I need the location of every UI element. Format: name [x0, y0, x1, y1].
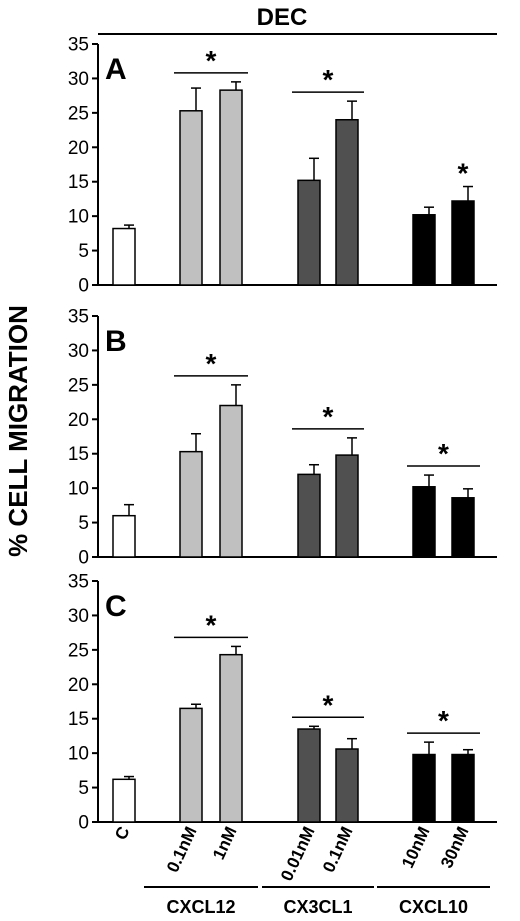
y-tick-label: 15: [68, 709, 89, 730]
panel-label: C: [105, 590, 127, 623]
significance-star: *: [206, 609, 217, 640]
bar: [219, 404, 243, 558]
bar: [412, 486, 436, 558]
y-tick-label: 25: [68, 375, 89, 396]
bar: [335, 454, 359, 558]
panel-label: B: [105, 325, 127, 358]
bar: [297, 473, 321, 558]
y-tick-label: 10: [68, 479, 89, 500]
significance-star: *: [323, 64, 334, 95]
chart-title: DEC: [257, 4, 308, 31]
bar: [335, 118, 359, 286]
header: DEC: [98, 4, 497, 35]
y-tick-label: 35: [68, 572, 89, 593]
y-tick-label: 20: [68, 675, 89, 696]
panel-b: 0 5 10 15 20 25 30 35 B * * *: [68, 307, 497, 569]
bar: [179, 110, 203, 286]
bar: [179, 707, 203, 823]
significance-star: *: [438, 438, 449, 469]
significance-star: *: [458, 158, 469, 189]
y-tick-label: 0: [78, 548, 89, 569]
bar: [112, 514, 136, 558]
panels: 0 5 10 15 20 25 30 35 A * * * 0 5 10 15 20 25 30 35 B * * * 0 5 10…: [68, 35, 497, 834]
bar: [112, 778, 136, 823]
panel-a: 0 5 10 15 20 25 30 35 A * * *: [68, 35, 497, 297]
y-tick-label: 25: [68, 103, 89, 124]
group-label: CX3CL1: [283, 897, 352, 917]
y-tick-label: 25: [68, 640, 89, 661]
bar: [219, 653, 243, 823]
category-label: C: [111, 824, 133, 843]
category-label: 10nM: [398, 824, 434, 871]
bar: [335, 748, 359, 823]
significance-star: *: [323, 401, 334, 432]
bar: [451, 753, 475, 823]
y-tick-label: 10: [68, 744, 89, 765]
y-tick-label: 0: [78, 813, 89, 834]
significance-star: *: [206, 45, 217, 76]
bar: [451, 497, 475, 558]
bar: [112, 227, 136, 286]
y-tick-label: 30: [68, 606, 89, 627]
y-tick-label: 0: [78, 276, 89, 297]
bar: [297, 179, 321, 286]
y-tick-label: 10: [68, 207, 89, 228]
y-tick-label: 5: [78, 241, 89, 262]
panel-label: A: [105, 53, 127, 86]
panel-c: 0 5 10 15 20 25 30 35 C * * *: [68, 572, 497, 834]
significance-star: *: [206, 348, 217, 379]
y-tick-label: 35: [68, 307, 89, 328]
category-label: 0.1nM: [163, 824, 201, 876]
y-tick-label: 15: [68, 172, 89, 193]
y-tick-label: 20: [68, 138, 89, 159]
category-label: 30nM: [437, 824, 473, 871]
y-tick-label: 35: [68, 35, 89, 56]
category-label: 0.01nM: [277, 824, 319, 884]
category-label: 0.1nM: [319, 824, 357, 876]
significance-star: *: [438, 705, 449, 736]
category-label: 1nM: [209, 824, 241, 863]
y-tick-label: 30: [68, 341, 89, 362]
significance-star: *: [323, 689, 334, 720]
bar: [412, 753, 436, 823]
bar: [219, 89, 243, 286]
bar: [297, 728, 321, 823]
group-label: CXCL12: [166, 897, 235, 917]
bar: [179, 450, 203, 558]
y-tick-label: 30: [68, 69, 89, 90]
y-axis-label: % CELL MIGRATION: [3, 305, 33, 557]
bar: [451, 200, 475, 286]
y-tick-label: 5: [78, 513, 89, 534]
y-tick-label: 20: [68, 410, 89, 431]
y-tick-label: 15: [68, 444, 89, 465]
group-label: CXCL10: [399, 897, 468, 917]
bar: [412, 214, 436, 286]
y-tick-label: 5: [78, 778, 89, 799]
